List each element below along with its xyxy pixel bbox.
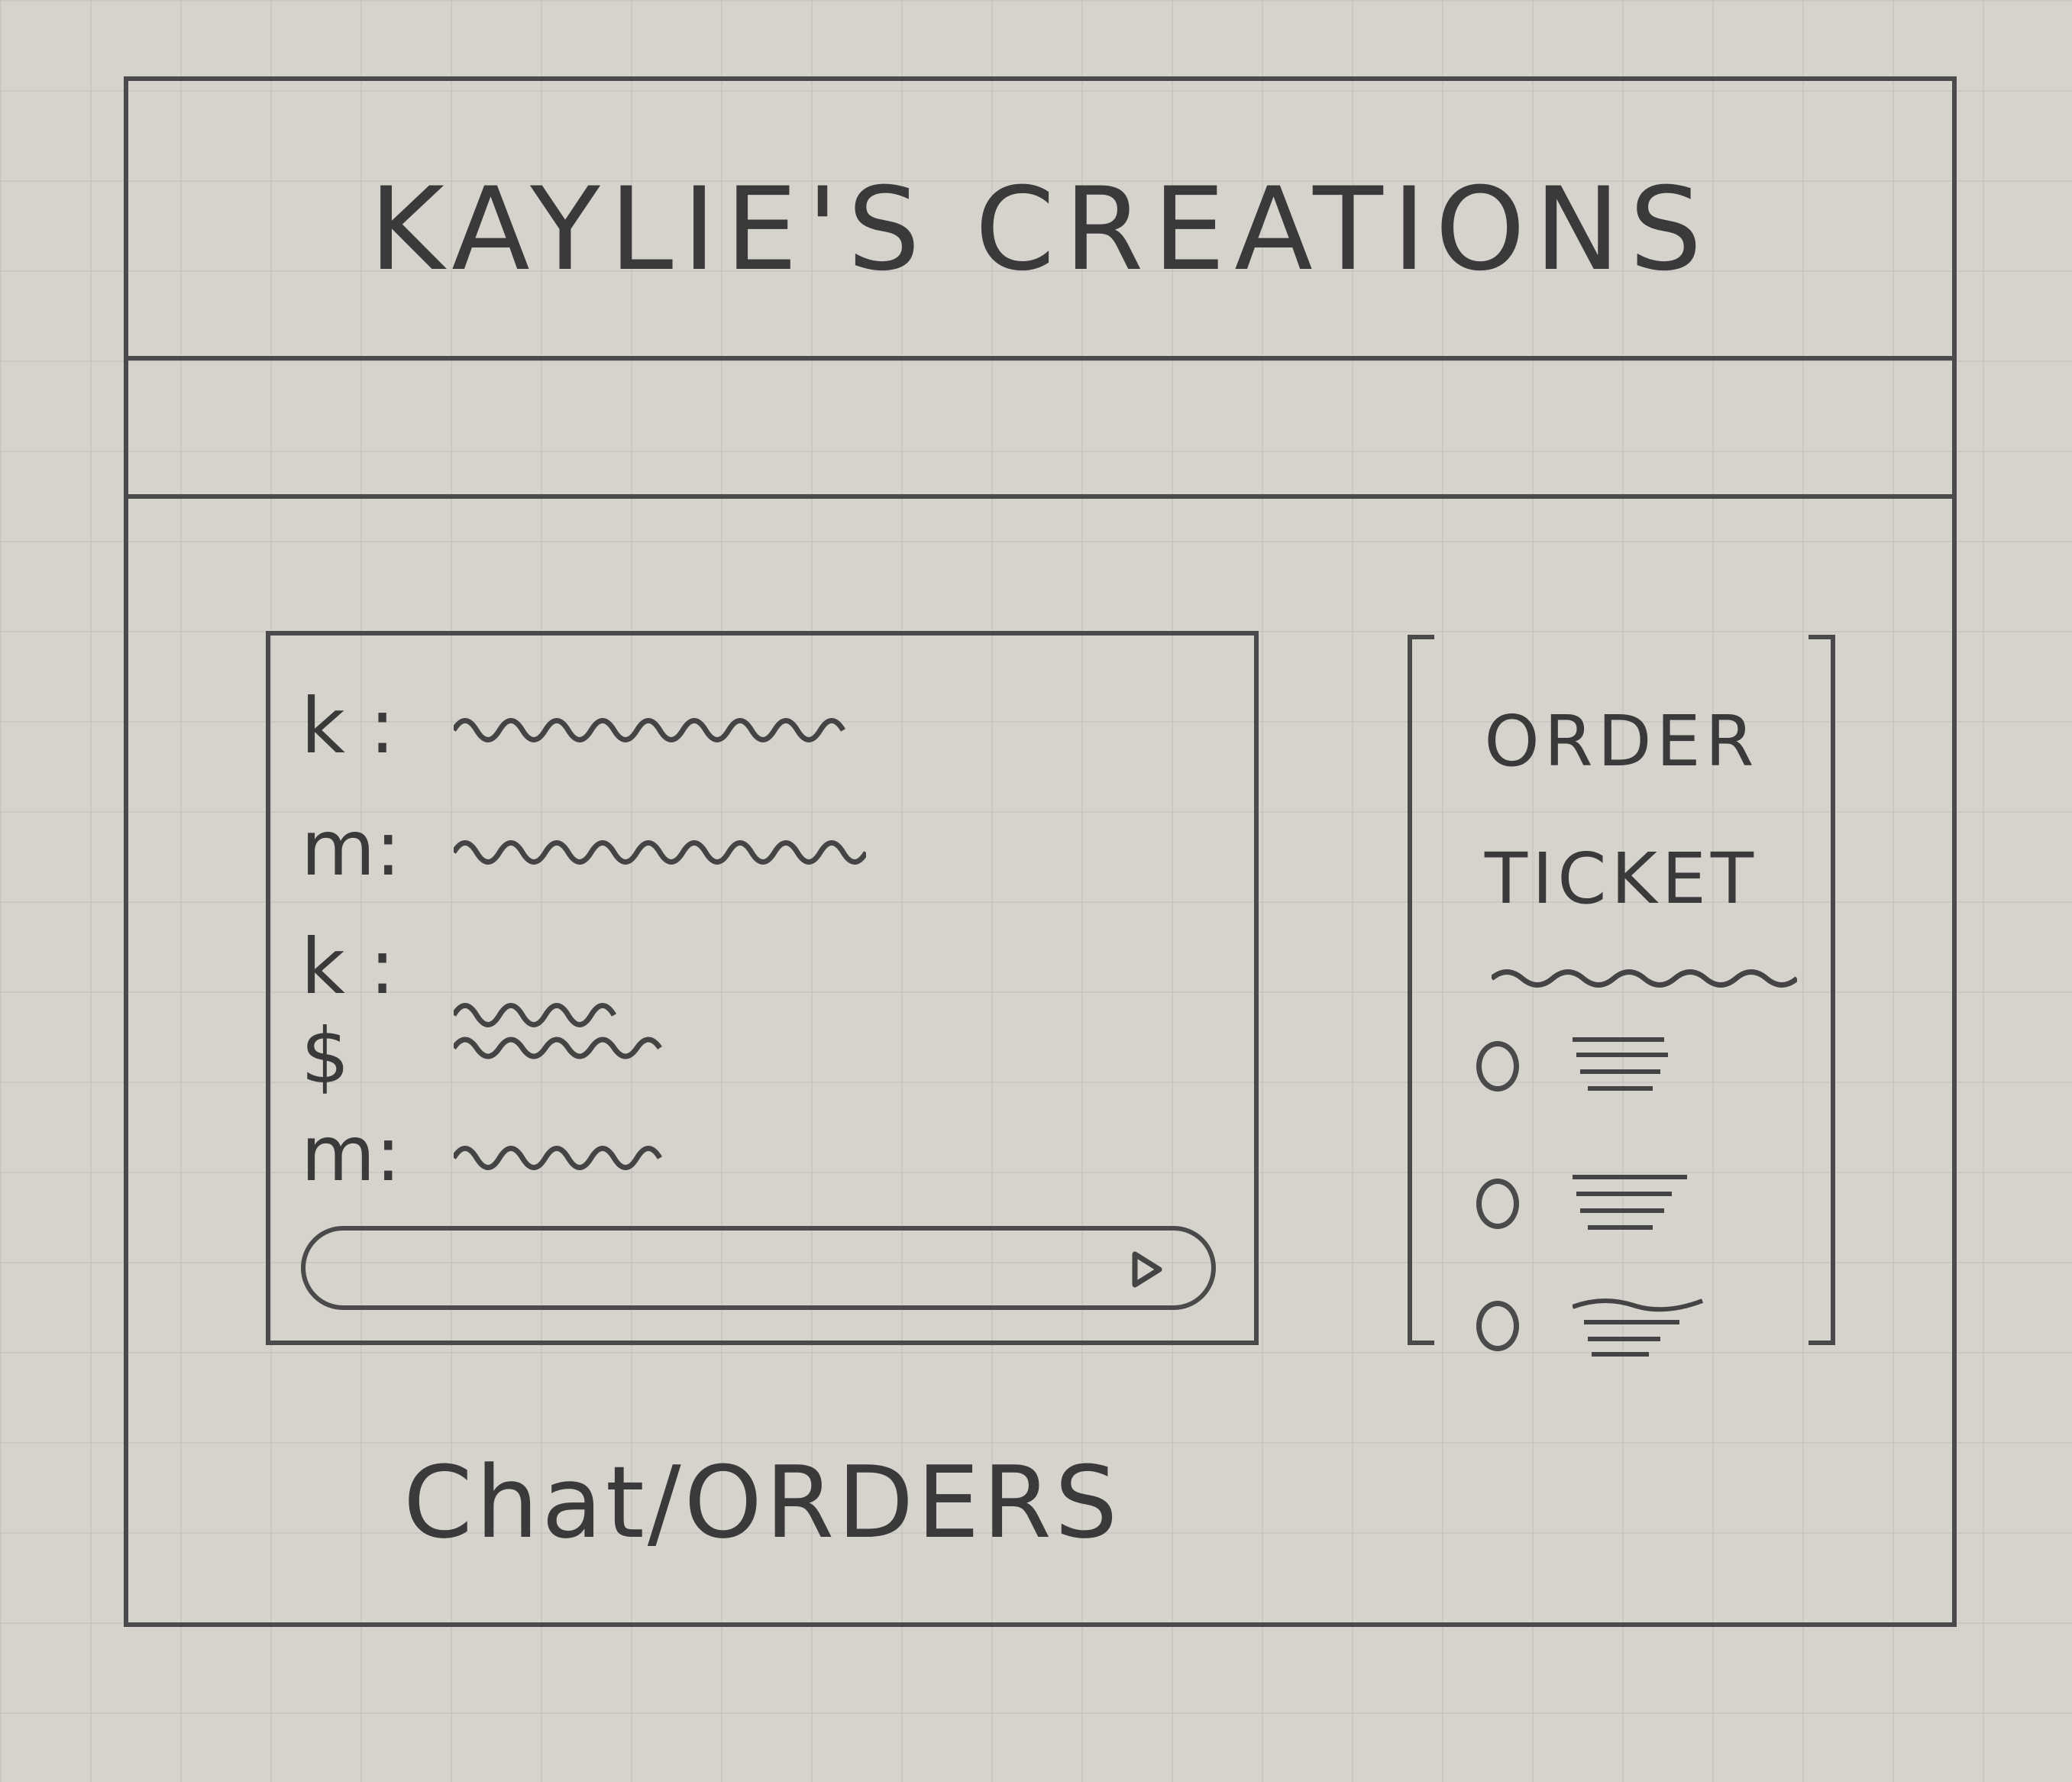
chat-message: m: <box>301 1109 675 1198</box>
nav-bar[interactable] <box>128 361 1952 499</box>
message-sender: k : $ <box>301 922 396 1101</box>
chat-input[interactable] <box>301 1226 1216 1310</box>
scribble-text <box>454 1037 662 1059</box>
ticket-bracket-left <box>1408 635 1434 1345</box>
item-text-lines <box>1573 1298 1704 1357</box>
ticket-title-underline <box>1492 969 1797 988</box>
scribble-text <box>454 1145 663 1170</box>
send-icon[interactable] <box>1127 1250 1165 1289</box>
radio-button[interactable] <box>1476 1179 1519 1229</box>
message-sender: k : <box>301 681 396 771</box>
chat-message: m: <box>301 804 866 893</box>
ticket-item[interactable] <box>1476 1032 1679 1101</box>
scribble-text <box>454 839 866 865</box>
radio-button[interactable] <box>1476 1041 1519 1092</box>
ticket-title: ORDER TICKET <box>1484 700 1759 920</box>
message-sender: m: <box>301 804 402 893</box>
chat-message-continued <box>301 1025 668 1063</box>
ticket-item[interactable] <box>1476 1292 1710 1360</box>
scribble-text <box>454 1003 617 1027</box>
ticket-bracket-right <box>1809 635 1835 1345</box>
app-frame: KAYLIE'S CREATIONS k : m: k : $ <box>124 76 1957 1627</box>
order-ticket: ORDER TICKET <box>1408 635 1835 1357</box>
item-text-lines <box>1573 1037 1668 1091</box>
radio-button[interactable] <box>1476 1301 1519 1351</box>
page-label: Chat/ORDERS <box>403 1444 1121 1560</box>
scribble-text <box>454 717 846 742</box>
chat-window: k : m: k : $ m: <box>266 631 1259 1345</box>
message-sender: m: <box>301 1109 402 1198</box>
ticket-item[interactable] <box>1476 1169 1695 1238</box>
chat-message: k : $ <box>301 922 622 1101</box>
chat-message: k : <box>301 681 851 771</box>
site-title: KAYLIE'S CREATIONS <box>369 163 1712 296</box>
header: KAYLIE'S CREATIONS <box>128 81 1952 361</box>
item-text-lines <box>1573 1175 1687 1230</box>
